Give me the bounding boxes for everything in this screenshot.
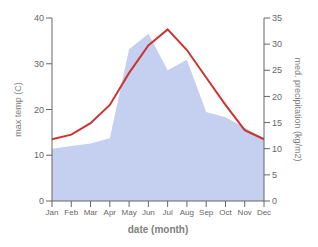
svg-text:40: 40 (34, 13, 44, 23)
svg-text:Sep: Sep (199, 208, 214, 217)
svg-text:30: 30 (34, 59, 44, 69)
svg-text:20: 20 (34, 105, 44, 115)
svg-text:Jun: Jun (142, 208, 155, 217)
svg-text:0: 0 (272, 196, 277, 206)
svg-text:30: 30 (272, 39, 282, 49)
svg-text:max temp (C): max temp (C) (13, 82, 23, 137)
svg-text:Oct: Oct (219, 208, 232, 217)
svg-text:Feb: Feb (64, 208, 78, 217)
svg-text:Aug: Aug (180, 208, 194, 217)
svg-text:0: 0 (39, 196, 44, 206)
svg-text:Apr: Apr (104, 208, 117, 217)
svg-text:15: 15 (272, 118, 282, 128)
svg-text:May: May (122, 208, 137, 217)
svg-text:25: 25 (272, 65, 282, 75)
svg-text:Jan: Jan (46, 208, 59, 217)
svg-text:35: 35 (272, 13, 282, 23)
svg-text:Mar: Mar (84, 208, 98, 217)
svg-text:Dec: Dec (257, 208, 271, 217)
svg-text:date (month): date (month) (128, 224, 189, 235)
svg-text:Jul: Jul (163, 208, 173, 217)
svg-text:10: 10 (34, 150, 44, 160)
svg-text:20: 20 (272, 92, 282, 102)
svg-text:10: 10 (272, 144, 282, 154)
svg-text:5: 5 (272, 170, 277, 180)
svg-text:Nov: Nov (238, 208, 252, 217)
svg-text:med. precipitation (kg/m2): med. precipitation (kg/m2) (293, 57, 303, 161)
